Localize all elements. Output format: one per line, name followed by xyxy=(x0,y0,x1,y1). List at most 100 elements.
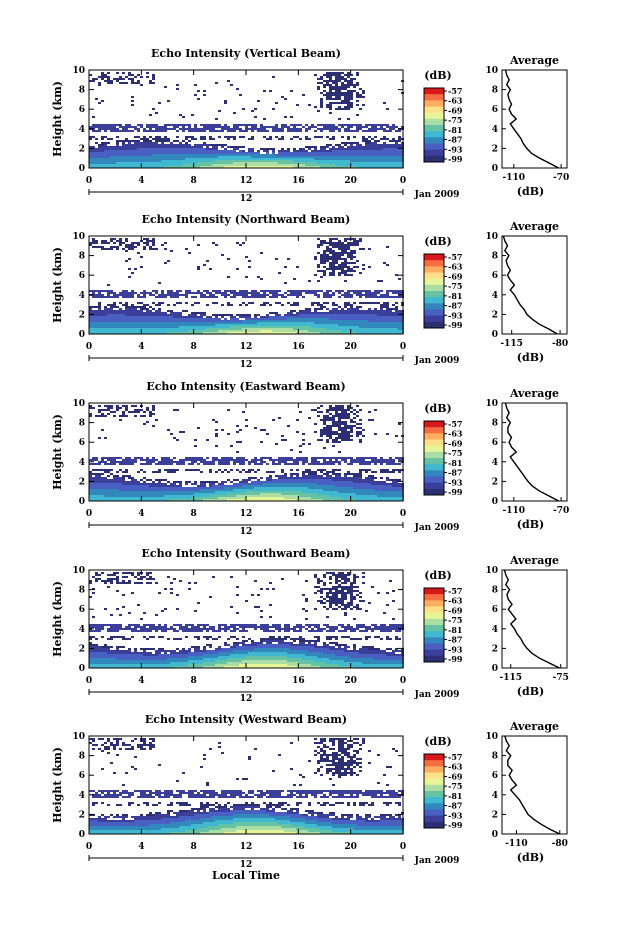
heatmap-cell xyxy=(152,126,155,128)
heatmap-cell xyxy=(98,306,101,308)
heatmap-cell xyxy=(134,82,137,84)
heatmap-cell xyxy=(137,495,140,497)
heatmap-cell xyxy=(170,330,173,332)
heatmap-cell xyxy=(254,128,257,130)
heatmap-cell xyxy=(125,326,128,328)
heatmap-cell xyxy=(368,152,371,154)
heatmap-cell xyxy=(236,294,239,296)
heatmap-cell xyxy=(128,308,131,310)
heatmap-cell xyxy=(335,310,338,312)
heatmap-cell xyxy=(365,160,368,162)
heatmap-cell xyxy=(131,242,134,244)
heatmap-cell xyxy=(332,166,335,168)
heatmap-cell xyxy=(164,152,167,154)
heatmap-cell xyxy=(167,158,170,160)
heatmap-cell xyxy=(266,324,269,326)
heatmap-cell xyxy=(326,154,329,156)
heatmap-cell xyxy=(146,312,149,314)
heatmap-cell xyxy=(128,461,131,463)
heatmap-cell xyxy=(281,136,284,138)
heatmap-cell xyxy=(377,314,380,316)
y-tick-label: 0 xyxy=(79,330,85,340)
heatmap-cell xyxy=(95,294,98,296)
heatmap-cell xyxy=(92,497,95,499)
heatmap-cell xyxy=(314,332,317,334)
heatmap-cell xyxy=(233,487,236,489)
heatmap-cell xyxy=(278,164,281,166)
heatmap-cell xyxy=(263,481,266,483)
heatmap-cell xyxy=(98,160,101,162)
heatmap-cell xyxy=(200,294,203,296)
heatmap-cell xyxy=(332,86,335,88)
heatmap-cell xyxy=(131,290,134,292)
heatmap-cell xyxy=(305,310,308,312)
heatmap-cell xyxy=(260,160,263,162)
heatmap-cell xyxy=(251,152,254,154)
heatmap-cell xyxy=(191,493,194,495)
heatmap-cell xyxy=(197,166,200,168)
heatmap-cell xyxy=(155,459,158,461)
heatmap-cell xyxy=(107,292,110,294)
heatmap-cell xyxy=(137,487,140,489)
heatmap-cell xyxy=(233,156,236,158)
heatmap-cell xyxy=(236,164,239,166)
heatmap-cell xyxy=(344,318,347,320)
heatmap-cell xyxy=(350,160,353,162)
heatmap-cell xyxy=(191,114,194,116)
heatmap-cell xyxy=(293,290,296,292)
heatmap-cell xyxy=(140,485,143,487)
heatmap-cell xyxy=(179,156,182,158)
heatmap-cell xyxy=(392,328,395,330)
heatmap-cell xyxy=(254,124,257,126)
heatmap-cell xyxy=(197,162,200,164)
heatmap-cell xyxy=(158,489,161,491)
heatmap-cell xyxy=(98,487,101,489)
heatmap-cell xyxy=(134,405,137,407)
heatmap-cell xyxy=(242,479,245,481)
heatmap-cell xyxy=(131,158,134,160)
colorbar-swatch xyxy=(424,131,444,138)
heatmap-cell xyxy=(203,166,206,168)
heatmap-cell xyxy=(380,332,383,334)
day-marker-label: 12 xyxy=(240,360,253,370)
heatmap-cell xyxy=(233,463,236,465)
heatmap-cell xyxy=(131,130,134,132)
heatmap-cell xyxy=(152,322,155,324)
heatmap-cell xyxy=(161,326,164,328)
heatmap-cells xyxy=(89,238,404,334)
heatmap-cell xyxy=(128,72,131,74)
heatmap-cell xyxy=(332,94,335,96)
heatmap-cell xyxy=(350,84,353,86)
heatmap-cell xyxy=(218,322,221,324)
heatmap-cell xyxy=(170,150,173,152)
heatmap-cell xyxy=(380,290,383,292)
heatmap-cell xyxy=(92,463,95,465)
heatmap-cell xyxy=(302,324,305,326)
heatmap-cell xyxy=(218,156,221,158)
heatmap-cell xyxy=(140,326,143,328)
heatmap-cell xyxy=(329,262,332,264)
heatmap-cell xyxy=(158,138,161,140)
heatmap-cell xyxy=(203,330,206,332)
heatmap-cell xyxy=(293,324,296,326)
heatmap-cell xyxy=(257,332,260,334)
heatmap-cell xyxy=(176,88,179,90)
heatmap-cell xyxy=(320,160,323,162)
heatmap-cell xyxy=(344,92,347,94)
heatmap-cell xyxy=(101,312,104,314)
heatmap-cell xyxy=(215,324,218,326)
heatmap-cell xyxy=(353,238,356,240)
heatmap-cell xyxy=(329,138,332,140)
heatmap-cell xyxy=(281,148,284,150)
heatmap-cell xyxy=(341,330,344,332)
heatmap-cell xyxy=(119,316,122,318)
heatmap-cell xyxy=(212,457,215,459)
heatmap-cell xyxy=(170,485,173,487)
heatmap-cell xyxy=(236,431,239,433)
heatmap-cell xyxy=(179,114,182,116)
heatmap-cell xyxy=(263,160,266,162)
heatmap-cell xyxy=(266,150,269,152)
heatmap-cell xyxy=(218,328,221,330)
heatmap-cell xyxy=(143,314,146,316)
heatmap-cell xyxy=(314,274,317,276)
